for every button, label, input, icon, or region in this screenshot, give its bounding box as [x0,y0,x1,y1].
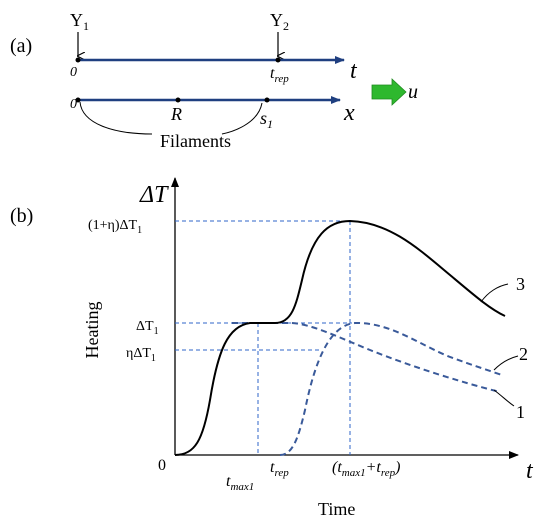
s1-dot [264,97,270,103]
curve-3-leader [480,283,509,303]
x-axis-symbol: t [526,458,534,484]
tick-peak: (1+η)ΔT1 [88,218,142,236]
curve-3 [174,219,506,456]
t-axis-origin-dot [75,57,81,63]
r-dot [175,97,181,103]
x-axis-label: x [343,100,355,126]
r-label: R [170,104,182,124]
panel-b-label: (b) [10,205,33,227]
filament-leader-right [221,102,263,135]
s1-label: s1 [260,108,273,131]
curve-2-label: 2 [519,344,528,364]
panel-a: (a) Y1 Y2 0 trep t 0 R s1 x Filaments u [10,10,418,151]
tick-tmax1: tmax1 [226,473,254,493]
filaments-label: Filaments [160,131,231,151]
curve-3-label: 3 [516,274,525,294]
curve-2-leader [493,355,519,371]
curve-1 [232,322,501,393]
tick-sum: (tmax1+trep) [332,459,400,479]
filament-leader-left [79,101,153,135]
t-axis-label: t [350,58,358,84]
u-label: u [408,81,418,103]
curve-2 [279,321,503,456]
t-rep-dot [275,57,281,63]
y2-label: Y2 [270,10,289,33]
origin-label: 0 [158,457,166,474]
guide-lines [175,220,352,455]
x-axis-title: Time [318,499,355,519]
x-axis-origin-dot [75,97,81,103]
tick-eta: ηΔT1 [126,346,156,364]
t-rep-label: trep [270,65,289,85]
y-axis-symbol: ΔT [139,182,169,208]
t-axis-origin-label: 0 [70,65,77,80]
y1-label: Y1 [70,10,89,33]
velocity-arrow-icon [371,78,407,106]
curve-1-leader [493,389,515,407]
tick-dt1: ΔT1 [136,319,159,337]
x-axis-origin-label: 0 [70,97,77,112]
y-axis-title: Heating [82,302,102,359]
panel-a-label: (a) [10,35,32,57]
tick-trep: trep [270,459,289,479]
curve-1-label: 1 [516,402,525,422]
panel-b: (b) ΔT t 0 Heating Time (1+η)ΔT1 ΔT1 ηΔT… [10,177,534,519]
